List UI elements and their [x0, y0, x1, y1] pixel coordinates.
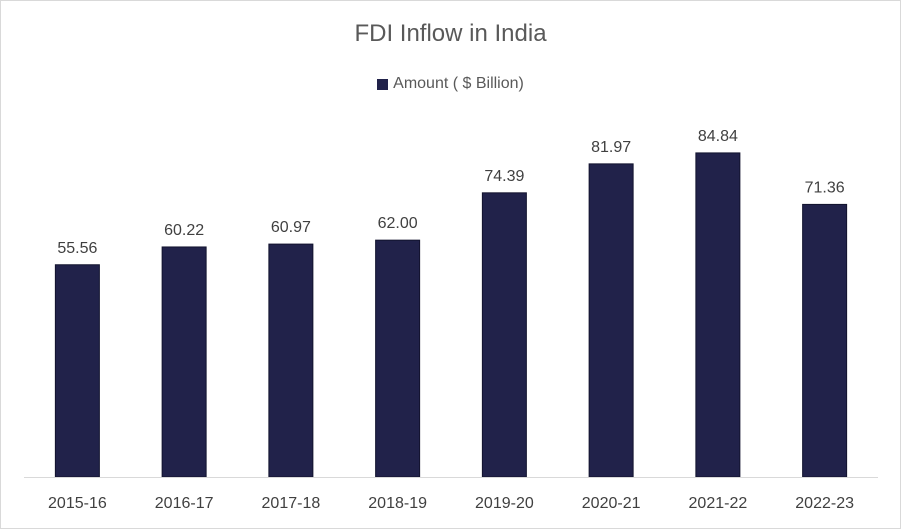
data-label-2020-21: 81.97 [591, 139, 631, 156]
x-tick-label-2020-21: 2020-21 [582, 495, 641, 512]
legend-label: Amount ( $ Billion) [393, 75, 524, 92]
x-tick-label-2017-18: 2017-18 [262, 495, 321, 512]
data-label-2016-17: 60.22 [164, 222, 204, 239]
data-label-2017-18: 60.97 [271, 219, 311, 236]
x-tick-label-2021-22: 2021-22 [689, 495, 748, 512]
x-tick-label-2018-19: 2018-19 [368, 495, 427, 512]
bar-2020-21 [588, 163, 634, 478]
x-tick-label-2019-20: 2019-20 [475, 495, 534, 512]
bar-2021-22 [695, 152, 741, 478]
data-labels-group: 55.56 60.22 60.97 62.00 74.39 81.97 84.84 71.36 [57, 128, 844, 257]
x-tick-label-2022-23: 2022-23 [795, 495, 854, 512]
bar-2022-23 [802, 203, 848, 478]
bar-2017-18 [268, 243, 314, 478]
data-label-2015-16: 55.56 [57, 240, 97, 257]
bar-2015-16 [54, 264, 100, 478]
bar-2018-19 [375, 239, 421, 478]
data-label-2021-22: 84.84 [698, 128, 738, 145]
x-tick-label-2015-16: 2015-16 [48, 495, 107, 512]
x-tick-label-2016-17: 2016-17 [155, 495, 214, 512]
data-label-2022-23: 71.36 [805, 179, 845, 196]
x-tick-labels-group: 2015-16 2016-17 2017-18 2018-19 2019-20 2020-… [48, 495, 854, 512]
legend: Amount ( $ Billion) [0, 75, 901, 93]
legend-swatch [377, 78, 389, 90]
chart-title: FDI Inflow in India [354, 20, 547, 47]
bars-group [54, 152, 848, 478]
data-label-2018-19: 62.00 [378, 215, 418, 232]
data-label-2019-20: 74.39 [484, 168, 524, 185]
bar-2019-20 [481, 192, 527, 478]
bar-2016-17 [161, 246, 207, 478]
